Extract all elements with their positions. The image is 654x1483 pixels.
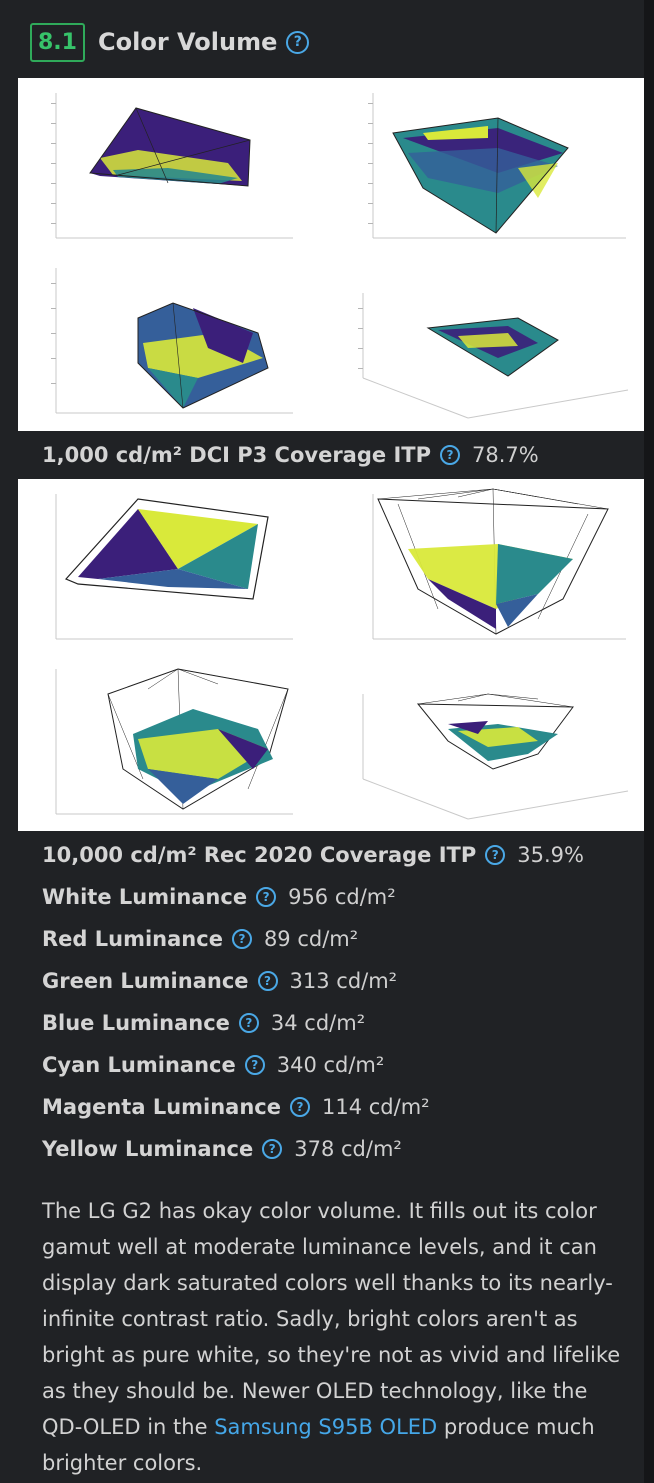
page-scroll-edge [644,0,654,1483]
samsung-s95b-link[interactable]: Samsung S95B OLED [214,1415,438,1439]
metric-value: 313 cd/m² [289,969,398,993]
metric-value: 340 cd/m² [276,1053,385,1077]
metric-value: 78.7% [471,443,539,467]
red-luminance-row: Red Luminance ? 89 cd/m² [42,922,358,956]
help-circle-icon[interactable]: ? [290,1097,310,1117]
magenta-luminance-row: Magenta Luminance ? 114 cd/m² [42,1090,430,1124]
green-luminance-row: Green Luminance ? 313 cd/m² [42,964,397,998]
metric-label: Magenta Luminance [42,1095,281,1119]
help-circle-icon[interactable]: ? [262,1139,283,1159]
metric-label: Green Luminance [42,969,249,993]
cyan-luminance-row: Cyan Luminance ? 340 cd/m² [42,1048,384,1082]
metric-value: 956 cd/m² [288,885,396,909]
help-circle-icon[interactable]: ? [257,971,278,991]
metric-label: Cyan Luminance [42,1053,236,1077]
white-luminance-row: White Luminance ? 956 cd/m² [42,880,396,914]
dci-p3-coverage-row: 1,000 cd/m² DCI P3 Coverage ITP ? 78.7% [42,438,539,472]
metric-value: 89 cd/m² [263,927,359,951]
description-text-end: produce much brighter colors. [42,1415,595,1475]
metric-label: Blue Luminance [42,1011,230,1035]
metric-label: Yellow Luminance [42,1137,254,1161]
help-circle-icon[interactable]: ? [439,445,460,465]
rec-2020-coverage-row: 10,000 cd/m² Rec 2020 Coverage ITP ? 35.… [42,838,584,872]
metric-label: White Luminance [42,885,248,909]
section-title: Color Volume [98,28,278,56]
metric-value: 114 cd/m² [322,1095,430,1119]
help-circle-icon[interactable]: ? [244,1055,265,1075]
metric-value: 34 cd/m² [270,1011,366,1035]
help-circle-icon[interactable]: ? [485,845,506,865]
color-volume-graph-rec-2020 [18,479,644,831]
description-text: The LG G2 has okay color volume. It fill… [42,1199,621,1439]
rec-2020-volume-plots [55,488,629,820]
help-circle-icon[interactable]: ? [238,1013,259,1033]
metric-label: 10,000 cd/m² Rec 2020 Coverage ITP [42,843,477,867]
metric-value: 378 cd/m² [294,1137,402,1161]
color-volume-description: The LG G2 has okay color volume. It fill… [42,1193,622,1481]
help-circle-icon[interactable]: ? [256,887,277,907]
section-header: 8.1 Color Volume ? [30,22,310,62]
color-volume-graph-dci-p3 [18,78,644,431]
section-number-badge: 8.1 [30,22,85,62]
metric-value: 35.9% [517,843,584,867]
help-circle-icon[interactable]: ? [231,929,252,949]
blue-luminance-row: Blue Luminance ? 34 cd/m² [42,1006,365,1040]
help-circle-icon[interactable]: ? [286,30,310,54]
metric-label: 1,000 cd/m² DCI P3 Coverage ITP [42,443,431,467]
metric-label: Red Luminance [42,927,223,951]
dci-p3-volume-plots [51,93,629,419]
yellow-luminance-row: Yellow Luminance ? 378 cd/m² [42,1132,402,1166]
